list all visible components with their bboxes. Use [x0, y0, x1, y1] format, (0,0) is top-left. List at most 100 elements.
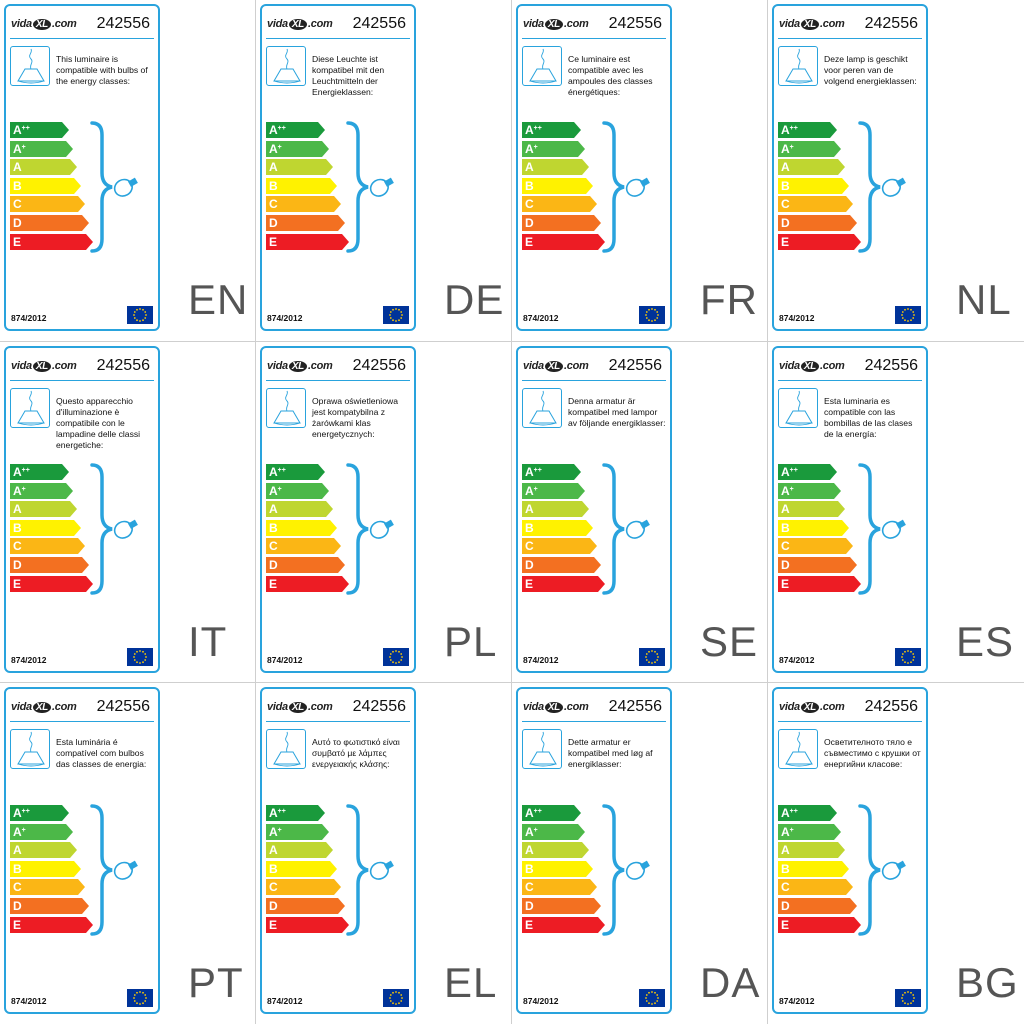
- energy-class-letter: A++: [269, 806, 286, 820]
- grid-divider: [0, 341, 1024, 342]
- eu-flag-icon: [127, 306, 153, 324]
- compatibility-text: Esta luminária é compatível com bulbos d…: [56, 737, 147, 769]
- regulation-number: 874/2012: [267, 655, 303, 665]
- regulation-number: 874/2012: [11, 313, 47, 323]
- energy-class-letter: A+: [781, 483, 794, 498]
- energy-class-letter: C: [269, 197, 278, 212]
- energy-class-letter: A+: [269, 824, 282, 839]
- regulation-number: 874/2012: [779, 313, 815, 323]
- energy-class-letter: A+: [525, 483, 538, 498]
- energy-class-letter: C: [525, 539, 534, 554]
- vidaxl-logo: vida XL .com: [11, 18, 77, 30]
- energy-class-letter: A: [781, 843, 790, 858]
- label-cell: vida XL .com 242556 Denna armatur är kompati…: [512, 342, 768, 683]
- compatibility-text: Questo apparecchio d'illuminazione è com…: [56, 396, 141, 450]
- regulation-number: 874/2012: [523, 313, 559, 323]
- energy-class-letter: A++: [781, 806, 798, 820]
- label-cell: vida XL .com 242556 Осветителното тяло е съв…: [768, 683, 1024, 1024]
- regulation-number: 874/2012: [779, 996, 815, 1006]
- energy-class-letter: B: [13, 178, 22, 193]
- energy-class-letter: A++: [525, 806, 542, 820]
- divider: [10, 38, 154, 39]
- light-bulb-icon: [110, 174, 144, 207]
- eu-flag-icon: [127, 989, 153, 1007]
- energy-class-letter: A++: [13, 806, 30, 820]
- curly-brace-icon: [602, 121, 626, 258]
- product-number: 242556: [864, 698, 918, 715]
- energy-class-letter: C: [13, 197, 22, 212]
- energy-label: vida XL .com 242556 Denna armatur är kompati…: [516, 346, 672, 673]
- energy-class-letter: C: [781, 539, 790, 554]
- compatibility-text: Αυτό το φωτιστικό είναι συμβατό με λάμπε…: [312, 737, 400, 769]
- energy-class-letter: E: [525, 917, 534, 932]
- product-number: 242556: [96, 698, 150, 715]
- energy-class-letter: E: [269, 234, 278, 249]
- energy-class-letter: A++: [269, 123, 286, 137]
- light-bulb-icon: [622, 174, 656, 207]
- divider: [266, 721, 410, 722]
- energy-class-letter: E: [13, 234, 22, 249]
- curly-brace-icon: [90, 804, 114, 941]
- compatibility-text: This luminaire is compatible with bulbs …: [56, 54, 148, 86]
- curly-brace-icon: [346, 121, 370, 258]
- energy-class-letter: E: [525, 576, 534, 591]
- language-code: DE: [444, 276, 505, 323]
- label-cell: vida XL .com 242556 Esta luminaria es compat…: [768, 342, 1024, 683]
- energy-class-letter: A: [781, 502, 790, 517]
- energy-class-letter: B: [781, 861, 790, 876]
- divider: [778, 38, 922, 39]
- regulation-number: 874/2012: [523, 996, 559, 1006]
- grid-divider: [767, 0, 768, 1024]
- product-number: 242556: [352, 698, 406, 715]
- vidaxl-logo: vida XL .com: [779, 360, 845, 372]
- energy-class-letter: A++: [525, 465, 542, 479]
- energy-class-letter: A+: [13, 824, 26, 839]
- energy-class-letter: A++: [13, 123, 30, 137]
- eu-flag-icon: [895, 989, 921, 1007]
- energy-class-letter: E: [269, 576, 278, 591]
- curly-brace-icon: [602, 463, 626, 600]
- label-cell: vida XL .com 242556 Αυτό το φωτιστικό είναι …: [256, 683, 512, 1024]
- vidaxl-logo: vida XL .com: [267, 18, 333, 30]
- pendant-lamp-icon: [522, 388, 562, 428]
- grid-divider: [255, 0, 256, 1024]
- light-bulb-icon: [622, 857, 656, 890]
- pendant-lamp-icon: [266, 388, 306, 428]
- divider: [522, 380, 666, 381]
- vidaxl-logo: vida XL .com: [523, 701, 589, 713]
- energy-label: vida XL .com 242556 Oprawa oświetleniowa jes…: [260, 346, 416, 673]
- language-code: IT: [188, 618, 228, 665]
- vidaxl-logo: vida XL .com: [11, 360, 77, 372]
- label-cell: vida XL .com 242556 This luminaire is compat…: [0, 0, 256, 341]
- energy-class-letter: D: [269, 215, 278, 230]
- divider: [522, 721, 666, 722]
- pendant-lamp-icon: [10, 388, 50, 428]
- divider: [778, 380, 922, 381]
- energy-class-letter: D: [781, 215, 790, 230]
- energy-class-letter: C: [525, 880, 534, 895]
- light-bulb-icon: [622, 516, 656, 549]
- energy-class-letter: D: [525, 898, 534, 913]
- vidaxl-logo: vida XL .com: [779, 18, 845, 30]
- energy-class-letter: A+: [525, 141, 538, 156]
- energy-class-letter: A+: [269, 483, 282, 498]
- energy-class-letter: A+: [269, 141, 282, 156]
- energy-class-letter: A++: [781, 465, 798, 479]
- eu-flag-icon: [383, 306, 409, 324]
- pendant-lamp-icon: [10, 729, 50, 769]
- compatibility-text: Esta luminaria es compatible con las bom…: [824, 396, 913, 439]
- pendant-lamp-icon: [522, 729, 562, 769]
- language-code: PT: [188, 959, 244, 1006]
- eu-flag-icon: [383, 989, 409, 1007]
- compatibility-text: Deze lamp is geschikt voor peren van de …: [824, 54, 917, 86]
- energy-class-letter: E: [781, 234, 790, 249]
- pendant-lamp-icon: [266, 729, 306, 769]
- energy-class-letter: B: [781, 520, 790, 535]
- grid-divider: [511, 0, 512, 1024]
- energy-class-letter: C: [269, 539, 278, 554]
- light-bulb-icon: [366, 857, 400, 890]
- energy-class-letter: E: [781, 917, 790, 932]
- energy-label: vida XL .com 242556 Deze lamp is geschikt vo…: [772, 4, 928, 331]
- energy-class-letter: B: [269, 861, 278, 876]
